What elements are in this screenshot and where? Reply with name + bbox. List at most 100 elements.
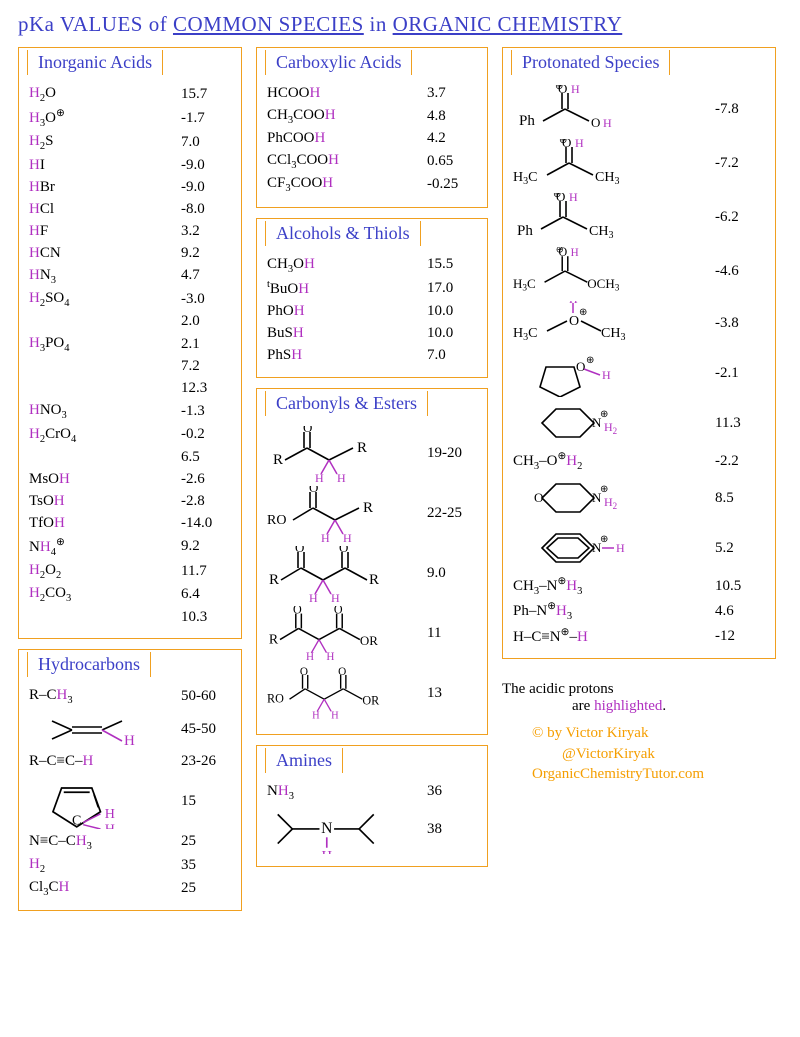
species-formula: CH3OH bbox=[267, 254, 315, 277]
pka-value: 7.0 bbox=[175, 132, 231, 154]
species-formula: PhSH bbox=[267, 345, 302, 367]
data-row: 45-50 bbox=[29, 709, 231, 751]
species-formula: H–C≡N⊕–H bbox=[513, 625, 588, 649]
data-row: H2O15.7 bbox=[29, 83, 231, 106]
data-row: HBr-9.0 bbox=[29, 177, 231, 199]
data-row: HCOOH3.7 bbox=[267, 83, 477, 105]
structure-icon bbox=[267, 486, 397, 542]
pka-value: 5.2 bbox=[709, 538, 765, 560]
species-formula: H2SO4 bbox=[29, 288, 70, 311]
data-row: HCl-8.0 bbox=[29, 199, 231, 221]
pka-value: 2.1 bbox=[175, 334, 231, 356]
pka-value: 25 bbox=[175, 878, 231, 900]
box-title: Hydrocarbons bbox=[27, 652, 151, 677]
data-row: 19-20 bbox=[267, 424, 477, 484]
species-formula: CH3–N⊕H3 bbox=[513, 574, 582, 599]
species-formula: CH3COOH bbox=[267, 105, 336, 128]
pka-value: 8.5 bbox=[709, 488, 765, 510]
pka-value: 9.2 bbox=[175, 536, 231, 558]
pka-value: 50-60 bbox=[175, 686, 231, 708]
data-row: 10.3 bbox=[29, 606, 231, 628]
species-formula: TfOH bbox=[29, 513, 65, 535]
species-formula: H2O bbox=[29, 83, 56, 106]
species-formula: HNO3 bbox=[29, 400, 67, 423]
data-row: CH3–O⊕H2-2.2 bbox=[513, 449, 765, 474]
species-formula: PhCOOH bbox=[267, 128, 325, 150]
data-row: MsOH-2.6 bbox=[29, 469, 231, 491]
pka-value: 4.8 bbox=[421, 106, 477, 128]
pka-value: 22-25 bbox=[421, 503, 477, 525]
species-formula: CF3COOH bbox=[267, 173, 333, 196]
pka-value: -0.25 bbox=[421, 174, 477, 196]
pka-value: 7.2 bbox=[175, 356, 231, 378]
pka-value: 10.5 bbox=[709, 576, 765, 598]
pka-value: 3.2 bbox=[175, 221, 231, 243]
pka-value: 45-50 bbox=[175, 719, 231, 741]
box-title: Carboxylic Acids bbox=[265, 50, 412, 75]
data-row: CH3OH15.5 bbox=[267, 254, 477, 277]
pka-value: -1.7 bbox=[175, 108, 231, 130]
species-formula: H2CO3 bbox=[29, 583, 71, 606]
structure-icon bbox=[29, 775, 159, 829]
data-row: -7.2 bbox=[513, 137, 765, 191]
pka-value: 4.2 bbox=[421, 128, 477, 150]
pka-value: -2.2 bbox=[709, 451, 765, 473]
data-row: -6.2 bbox=[513, 191, 765, 245]
pka-value: -4.6 bbox=[709, 261, 765, 283]
data-row: Cl3CH25 bbox=[29, 877, 231, 900]
data-row: 2.0 bbox=[29, 311, 231, 333]
rows-amines: NH33638 bbox=[267, 781, 477, 856]
pka-value: -0.2 bbox=[175, 424, 231, 446]
footer-credit: © by Victor Kiryak @VictorKiryak Organic… bbox=[502, 723, 776, 784]
pka-value: -14.0 bbox=[175, 513, 231, 535]
data-row: HCN9.2 bbox=[29, 243, 231, 265]
pka-value: -3.0 bbox=[175, 289, 231, 311]
rows-carboxylic: HCOOH3.7CH3COOH4.8PhCOOH4.2CCl3COOH0.65C… bbox=[267, 83, 477, 197]
data-row: NH336 bbox=[267, 781, 477, 804]
data-row: H2CO36.4 bbox=[29, 583, 231, 606]
structure-icon bbox=[513, 193, 643, 243]
structure-icon bbox=[513, 85, 643, 135]
species-formula: H2CrO4 bbox=[29, 424, 76, 447]
species-formula: H3PO4 bbox=[29, 333, 70, 356]
rows-alcohols: CH3OH15.5tBuOH17.0PhOH10.0BuSH10.0PhSH7.… bbox=[267, 254, 477, 367]
data-row: H2CrO4 -0.2 bbox=[29, 424, 231, 447]
structure-icon bbox=[267, 806, 397, 854]
structure-icon bbox=[513, 301, 643, 347]
box-title: Protonated Species bbox=[511, 50, 670, 75]
species-formula: TsOH bbox=[29, 491, 65, 513]
species-formula: N≡C–CH3 bbox=[29, 831, 92, 854]
pka-value: 36 bbox=[421, 781, 477, 803]
data-row: 15 bbox=[29, 773, 231, 831]
box-title: Amines bbox=[265, 748, 343, 773]
structure-icon bbox=[513, 247, 643, 297]
pka-value: 0.65 bbox=[421, 151, 477, 173]
pka-value: 15 bbox=[175, 791, 231, 813]
box-hydrocarbons: Hydrocarbons R–CH350-6045-50R–C≡C–H23-26… bbox=[18, 649, 242, 911]
data-row: HN34.7 bbox=[29, 265, 231, 288]
data-row: HNO3-1.3 bbox=[29, 400, 231, 423]
structure-icon bbox=[267, 606, 397, 662]
rows-carbonyls: 19-2022-259.01113 bbox=[267, 424, 477, 724]
species-formula: Ph–N⊕H3 bbox=[513, 599, 572, 624]
structure-icon bbox=[29, 711, 159, 749]
data-row: 22-25 bbox=[267, 484, 477, 544]
data-row: -2.1 bbox=[513, 349, 765, 399]
data-row: CH3COOH 4.8 bbox=[267, 105, 477, 128]
pka-value: 2.0 bbox=[175, 311, 231, 333]
species-formula: NH4⊕ bbox=[29, 535, 65, 560]
species-formula: HCl bbox=[29, 199, 54, 221]
box-carbonyls: Carbonyls & Esters 19-2022-259.01113 bbox=[256, 388, 488, 735]
pka-value: 10.3 bbox=[175, 607, 231, 629]
structure-icon bbox=[513, 526, 643, 572]
species-formula: R–CH3 bbox=[29, 685, 73, 708]
species-formula: HN3 bbox=[29, 265, 56, 288]
rows-hydrocarbons: R–CH350-6045-50R–C≡C–H23-2615N≡C–CH325H2… bbox=[29, 685, 231, 900]
data-row: CF3COOH -0.25 bbox=[267, 173, 477, 196]
pka-value: 17.0 bbox=[421, 278, 477, 300]
data-row: TsOH-2.8 bbox=[29, 491, 231, 513]
data-row: H2S7.0 bbox=[29, 131, 231, 154]
species-formula: HI bbox=[29, 155, 45, 177]
data-row: H3O⊕-1.7 bbox=[29, 106, 231, 131]
pka-value: 11 bbox=[421, 623, 477, 645]
